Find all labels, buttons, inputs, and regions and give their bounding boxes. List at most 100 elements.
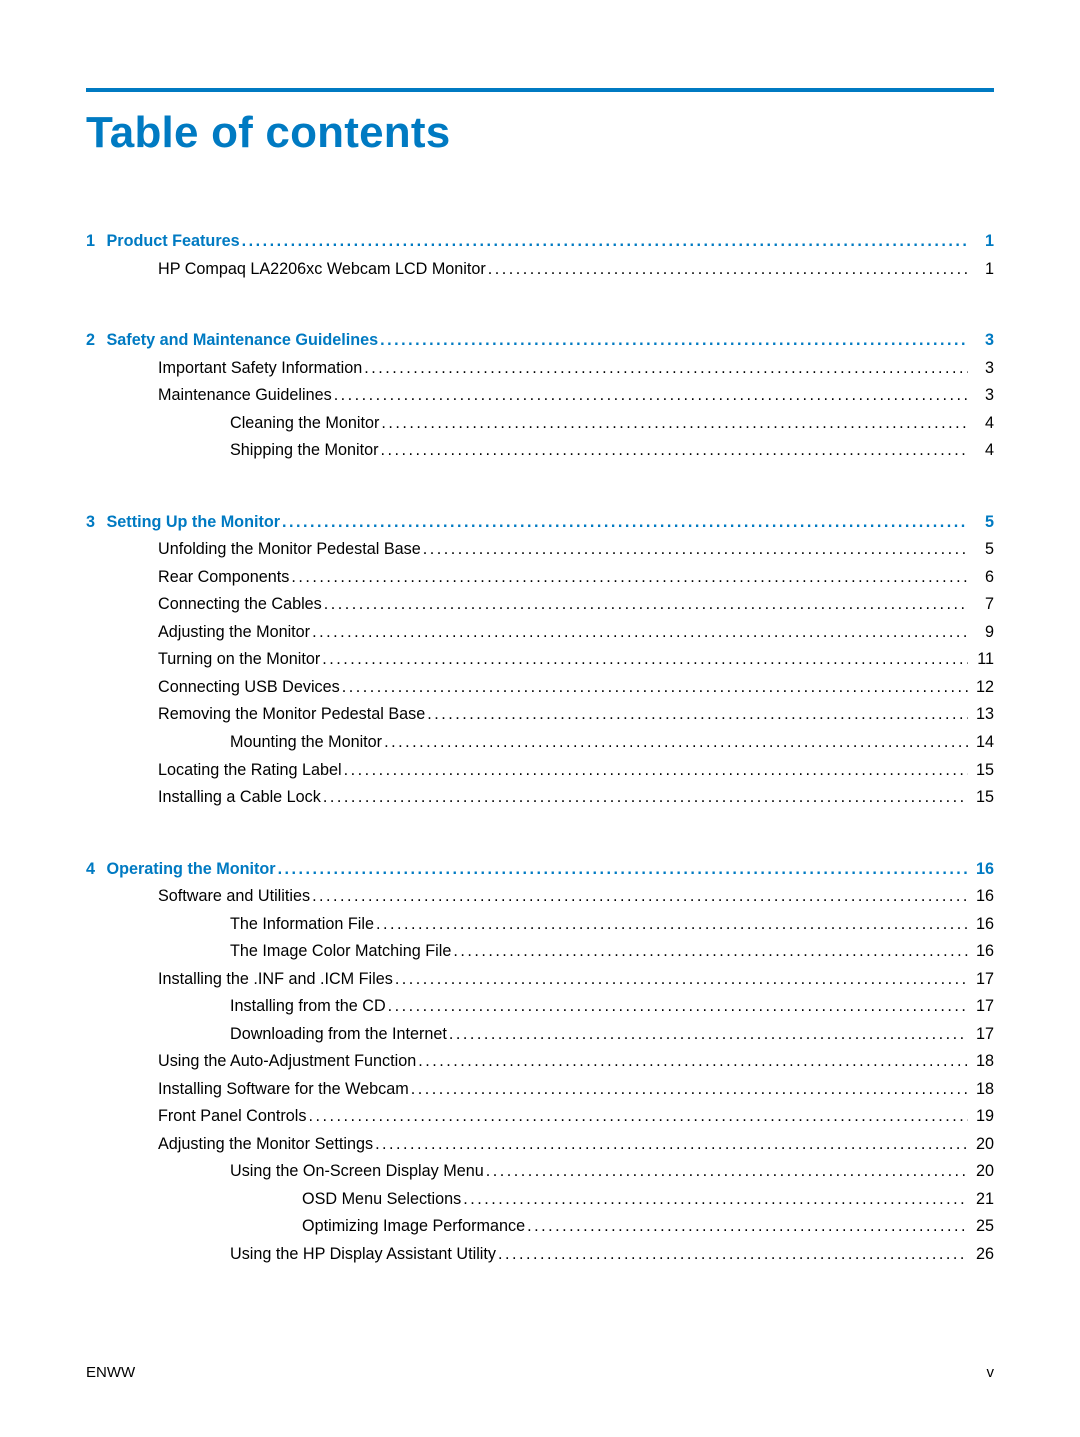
toc-entry-page: 5 (970, 536, 994, 564)
toc-entry[interactable]: HP Compaq LA2206xc Webcam LCD Monitor 1 (86, 256, 994, 284)
toc-entry-label: 2 Safety and Maintenance Guidelines (86, 327, 378, 355)
toc-entry[interactable]: The Image Color Matching File16 (86, 938, 994, 966)
toc-entry[interactable]: Connecting USB Devices12 (86, 674, 994, 702)
toc-entry[interactable]: Locating the Rating Label15 (86, 757, 994, 785)
toc-entry[interactable]: Rear Components6 (86, 564, 994, 592)
toc-leader-dots (380, 437, 968, 465)
toc-entry[interactable]: Installing from the CD17 (86, 993, 994, 1021)
toc-entry-label: 4 Operating the Monitor (86, 856, 276, 884)
toc-entry-page: 17 (970, 993, 994, 1021)
toc-entry[interactable]: OSD Menu Selections21 (86, 1186, 994, 1214)
toc-entry-page: 3 (970, 355, 994, 383)
toc-leader-dots (381, 410, 968, 438)
toc-entry[interactable]: Using the On-Screen Display Menu 20 (86, 1158, 994, 1186)
toc-chapter-heading[interactable]: 4 Operating the Monitor 16 (86, 856, 994, 884)
toc-entry-label: Connecting USB Devices (158, 674, 340, 702)
toc-entry[interactable]: Downloading from the Internet17 (86, 1021, 994, 1049)
toc-entry-label: Optimizing Image Performance (302, 1213, 525, 1241)
toc-entry[interactable]: Cleaning the Monitor4 (86, 410, 994, 438)
table-of-contents: 1 Product Features1HP Compaq LA2206xc We… (86, 228, 994, 1269)
toc-leader-dots (418, 1048, 968, 1076)
toc-entry[interactable]: Adjusting the Monitor Settings20 (86, 1131, 994, 1159)
toc-entry-page: 16 (970, 883, 994, 911)
toc-leader-dots (344, 757, 968, 785)
toc-entry-page: 26 (970, 1241, 994, 1269)
toc-entry-page: 3 (970, 382, 994, 410)
document-page: Table of contents 1 Product Features1HP … (0, 0, 1080, 1437)
toc-entry[interactable]: Mounting the Monitor 14 (86, 729, 994, 757)
toc-entry-page: 1 (970, 256, 994, 284)
toc-entry-page: 11 (970, 646, 994, 674)
toc-leader-dots (388, 993, 968, 1021)
toc-entry-page: 15 (970, 757, 994, 785)
toc-entry-page: 9 (970, 619, 994, 647)
toc-entry-label: HP Compaq LA2206xc Webcam LCD Monitor (158, 256, 486, 284)
toc-entry[interactable]: Optimizing Image Performance25 (86, 1213, 994, 1241)
toc-leader-dots (312, 619, 968, 647)
toc-leader-dots (423, 536, 968, 564)
toc-entry-page: 14 (970, 729, 994, 757)
toc-entry-label: Connecting the Cables (158, 591, 322, 619)
toc-leader-dots (312, 883, 968, 911)
toc-leader-dots (364, 355, 968, 383)
toc-entry-page: 1 (970, 228, 994, 256)
toc-entry-label: Removing the Monitor Pedestal Base (158, 701, 425, 729)
toc-entry-page: 16 (970, 938, 994, 966)
toc-leader-dots (488, 256, 968, 284)
toc-entry-page: 7 (970, 591, 994, 619)
toc-leader-dots (463, 1186, 968, 1214)
toc-entry-page: 16 (970, 856, 994, 884)
toc-entry[interactable]: Shipping the Monitor4 (86, 437, 994, 465)
toc-entry[interactable]: The Information File16 (86, 911, 994, 939)
toc-leader-dots (380, 327, 968, 355)
toc-entry-label: Using the HP Display Assistant Utility (230, 1241, 496, 1269)
toc-leader-dots (322, 646, 968, 674)
toc-leader-dots (376, 911, 968, 939)
toc-entry-label: Unfolding the Monitor Pedestal Base (158, 536, 421, 564)
toc-entry[interactable]: Installing the .INF and .ICM Files17 (86, 966, 994, 994)
toc-section: 2 Safety and Maintenance Guidelines 3Impo… (86, 327, 994, 465)
toc-entry[interactable]: Unfolding the Monitor Pedestal Base 5 (86, 536, 994, 564)
toc-entry-label: 3 Setting Up the Monitor (86, 509, 280, 537)
toc-entry-label: Mounting the Monitor (230, 729, 382, 757)
toc-leader-dots (449, 1021, 968, 1049)
toc-entry-label: Downloading from the Internet (230, 1021, 447, 1049)
toc-leader-dots (324, 591, 968, 619)
toc-entry-page: 4 (970, 437, 994, 465)
toc-entry[interactable]: Adjusting the Monitor9 (86, 619, 994, 647)
toc-entry-page: 20 (970, 1131, 994, 1159)
toc-entry[interactable]: Connecting the Cables 7 (86, 591, 994, 619)
toc-entry-label: Software and Utilities (158, 883, 310, 911)
toc-leader-dots (342, 674, 968, 702)
toc-leader-dots (453, 938, 968, 966)
toc-entry-label: Using the On-Screen Display Menu (230, 1158, 484, 1186)
toc-entry[interactable]: Important Safety Information3 (86, 355, 994, 383)
toc-entry-page: 20 (970, 1158, 994, 1186)
toc-chapter-heading[interactable]: 2 Safety and Maintenance Guidelines 3 (86, 327, 994, 355)
toc-chapter-heading[interactable]: 3 Setting Up the Monitor5 (86, 509, 994, 537)
toc-leader-dots (375, 1131, 968, 1159)
footer-right: v (987, 1364, 995, 1381)
toc-chapter-heading[interactable]: 1 Product Features1 (86, 228, 994, 256)
toc-entry[interactable]: Installing a Cable Lock15 (86, 784, 994, 812)
toc-entry[interactable]: Using the Auto-Adjustment Function18 (86, 1048, 994, 1076)
toc-section: 3 Setting Up the Monitor5Unfolding the M… (86, 509, 994, 812)
toc-entry[interactable]: Installing Software for the Webcam18 (86, 1076, 994, 1104)
toc-entry-label: Turning on the Monitor (158, 646, 320, 674)
toc-entry-page: 3 (970, 327, 994, 355)
toc-entry[interactable]: Software and Utilities 16 (86, 883, 994, 911)
toc-entry[interactable]: Turning on the Monitor 11 (86, 646, 994, 674)
toc-entry[interactable]: Using the HP Display Assistant Utility 26 (86, 1241, 994, 1269)
toc-entry-page: 16 (970, 911, 994, 939)
toc-entry-page: 6 (970, 564, 994, 592)
toc-entry[interactable]: Maintenance Guidelines3 (86, 382, 994, 410)
toc-leader-dots (411, 1076, 968, 1104)
toc-section: 1 Product Features1HP Compaq LA2206xc We… (86, 228, 994, 283)
toc-entry[interactable]: Removing the Monitor Pedestal Base13 (86, 701, 994, 729)
toc-entry[interactable]: Front Panel Controls19 (86, 1103, 994, 1131)
toc-entry-page: 18 (970, 1048, 994, 1076)
toc-entry-page: 4 (970, 410, 994, 438)
toc-leader-dots (486, 1158, 968, 1186)
toc-leader-dots (308, 1103, 968, 1131)
toc-entry-label: Installing a Cable Lock (158, 784, 321, 812)
